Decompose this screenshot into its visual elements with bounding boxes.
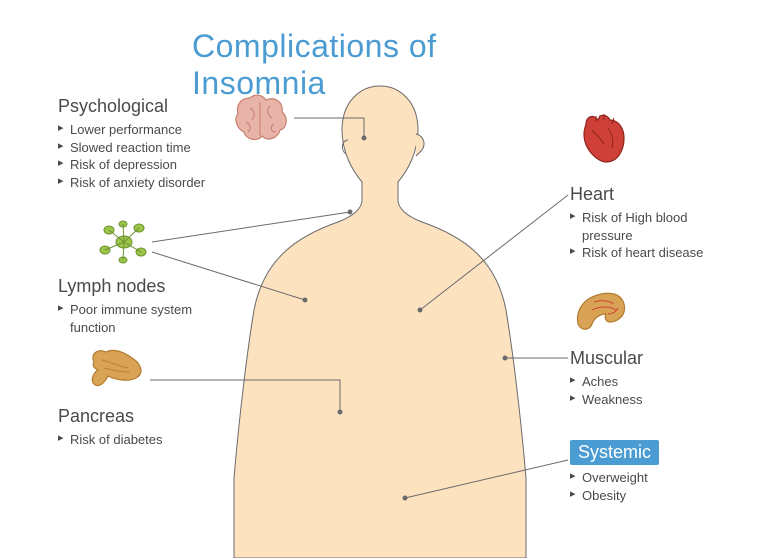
- callout-lymph: Lymph nodes Poor immune system function: [58, 276, 208, 336]
- lymph-icon: [95, 216, 153, 268]
- list-item: Risk of heart disease: [570, 244, 730, 262]
- bullet-list: Risk of High blood pressure Risk of hear…: [570, 209, 730, 262]
- list-item: Poor immune system function: [58, 301, 208, 336]
- list-item: Aches: [570, 373, 643, 391]
- bullet-list: Poor immune system function: [58, 301, 208, 336]
- callout-systemic: Systemic Overweight Obesity: [570, 440, 659, 504]
- list-item: Risk of depression: [58, 156, 205, 174]
- bullet-list: Overweight Obesity: [570, 469, 659, 504]
- list-item: Slowed reaction time: [58, 139, 205, 157]
- bullet-list: Aches Weakness: [570, 373, 643, 408]
- list-item: Risk of High blood pressure: [570, 209, 730, 244]
- body-figure: [220, 78, 540, 558]
- callout-pancreas: Pancreas Risk of diabetes: [58, 406, 163, 449]
- list-item: Risk of anxiety disorder: [58, 174, 205, 192]
- brain-icon: [232, 92, 290, 144]
- list-item: Weakness: [570, 391, 643, 409]
- list-item: Risk of diabetes: [58, 431, 163, 449]
- bullet-list: Lower performance Slowed reaction time R…: [58, 121, 205, 191]
- callout-heading-boxed: Systemic: [570, 440, 659, 465]
- pancreas-icon: [84, 344, 148, 396]
- callout-heading: Muscular: [570, 348, 643, 369]
- list-item: Overweight: [570, 469, 659, 487]
- callout-heading: Psychological: [58, 96, 205, 117]
- callout-muscular: Muscular Aches Weakness: [570, 348, 643, 408]
- callout-heading: Lymph nodes: [58, 276, 208, 297]
- callout-psychological: Psychological Lower performance Slowed r…: [58, 96, 205, 191]
- callout-heart: Heart Risk of High blood pressure Risk o…: [570, 184, 730, 262]
- callout-heading: Pancreas: [58, 406, 163, 427]
- list-item: Lower performance: [58, 121, 205, 139]
- heart-icon: [574, 110, 632, 168]
- muscle-icon: [570, 280, 634, 338]
- callout-heading: Heart: [570, 184, 730, 205]
- list-item: Obesity: [570, 487, 659, 505]
- bullet-list: Risk of diabetes: [58, 431, 163, 449]
